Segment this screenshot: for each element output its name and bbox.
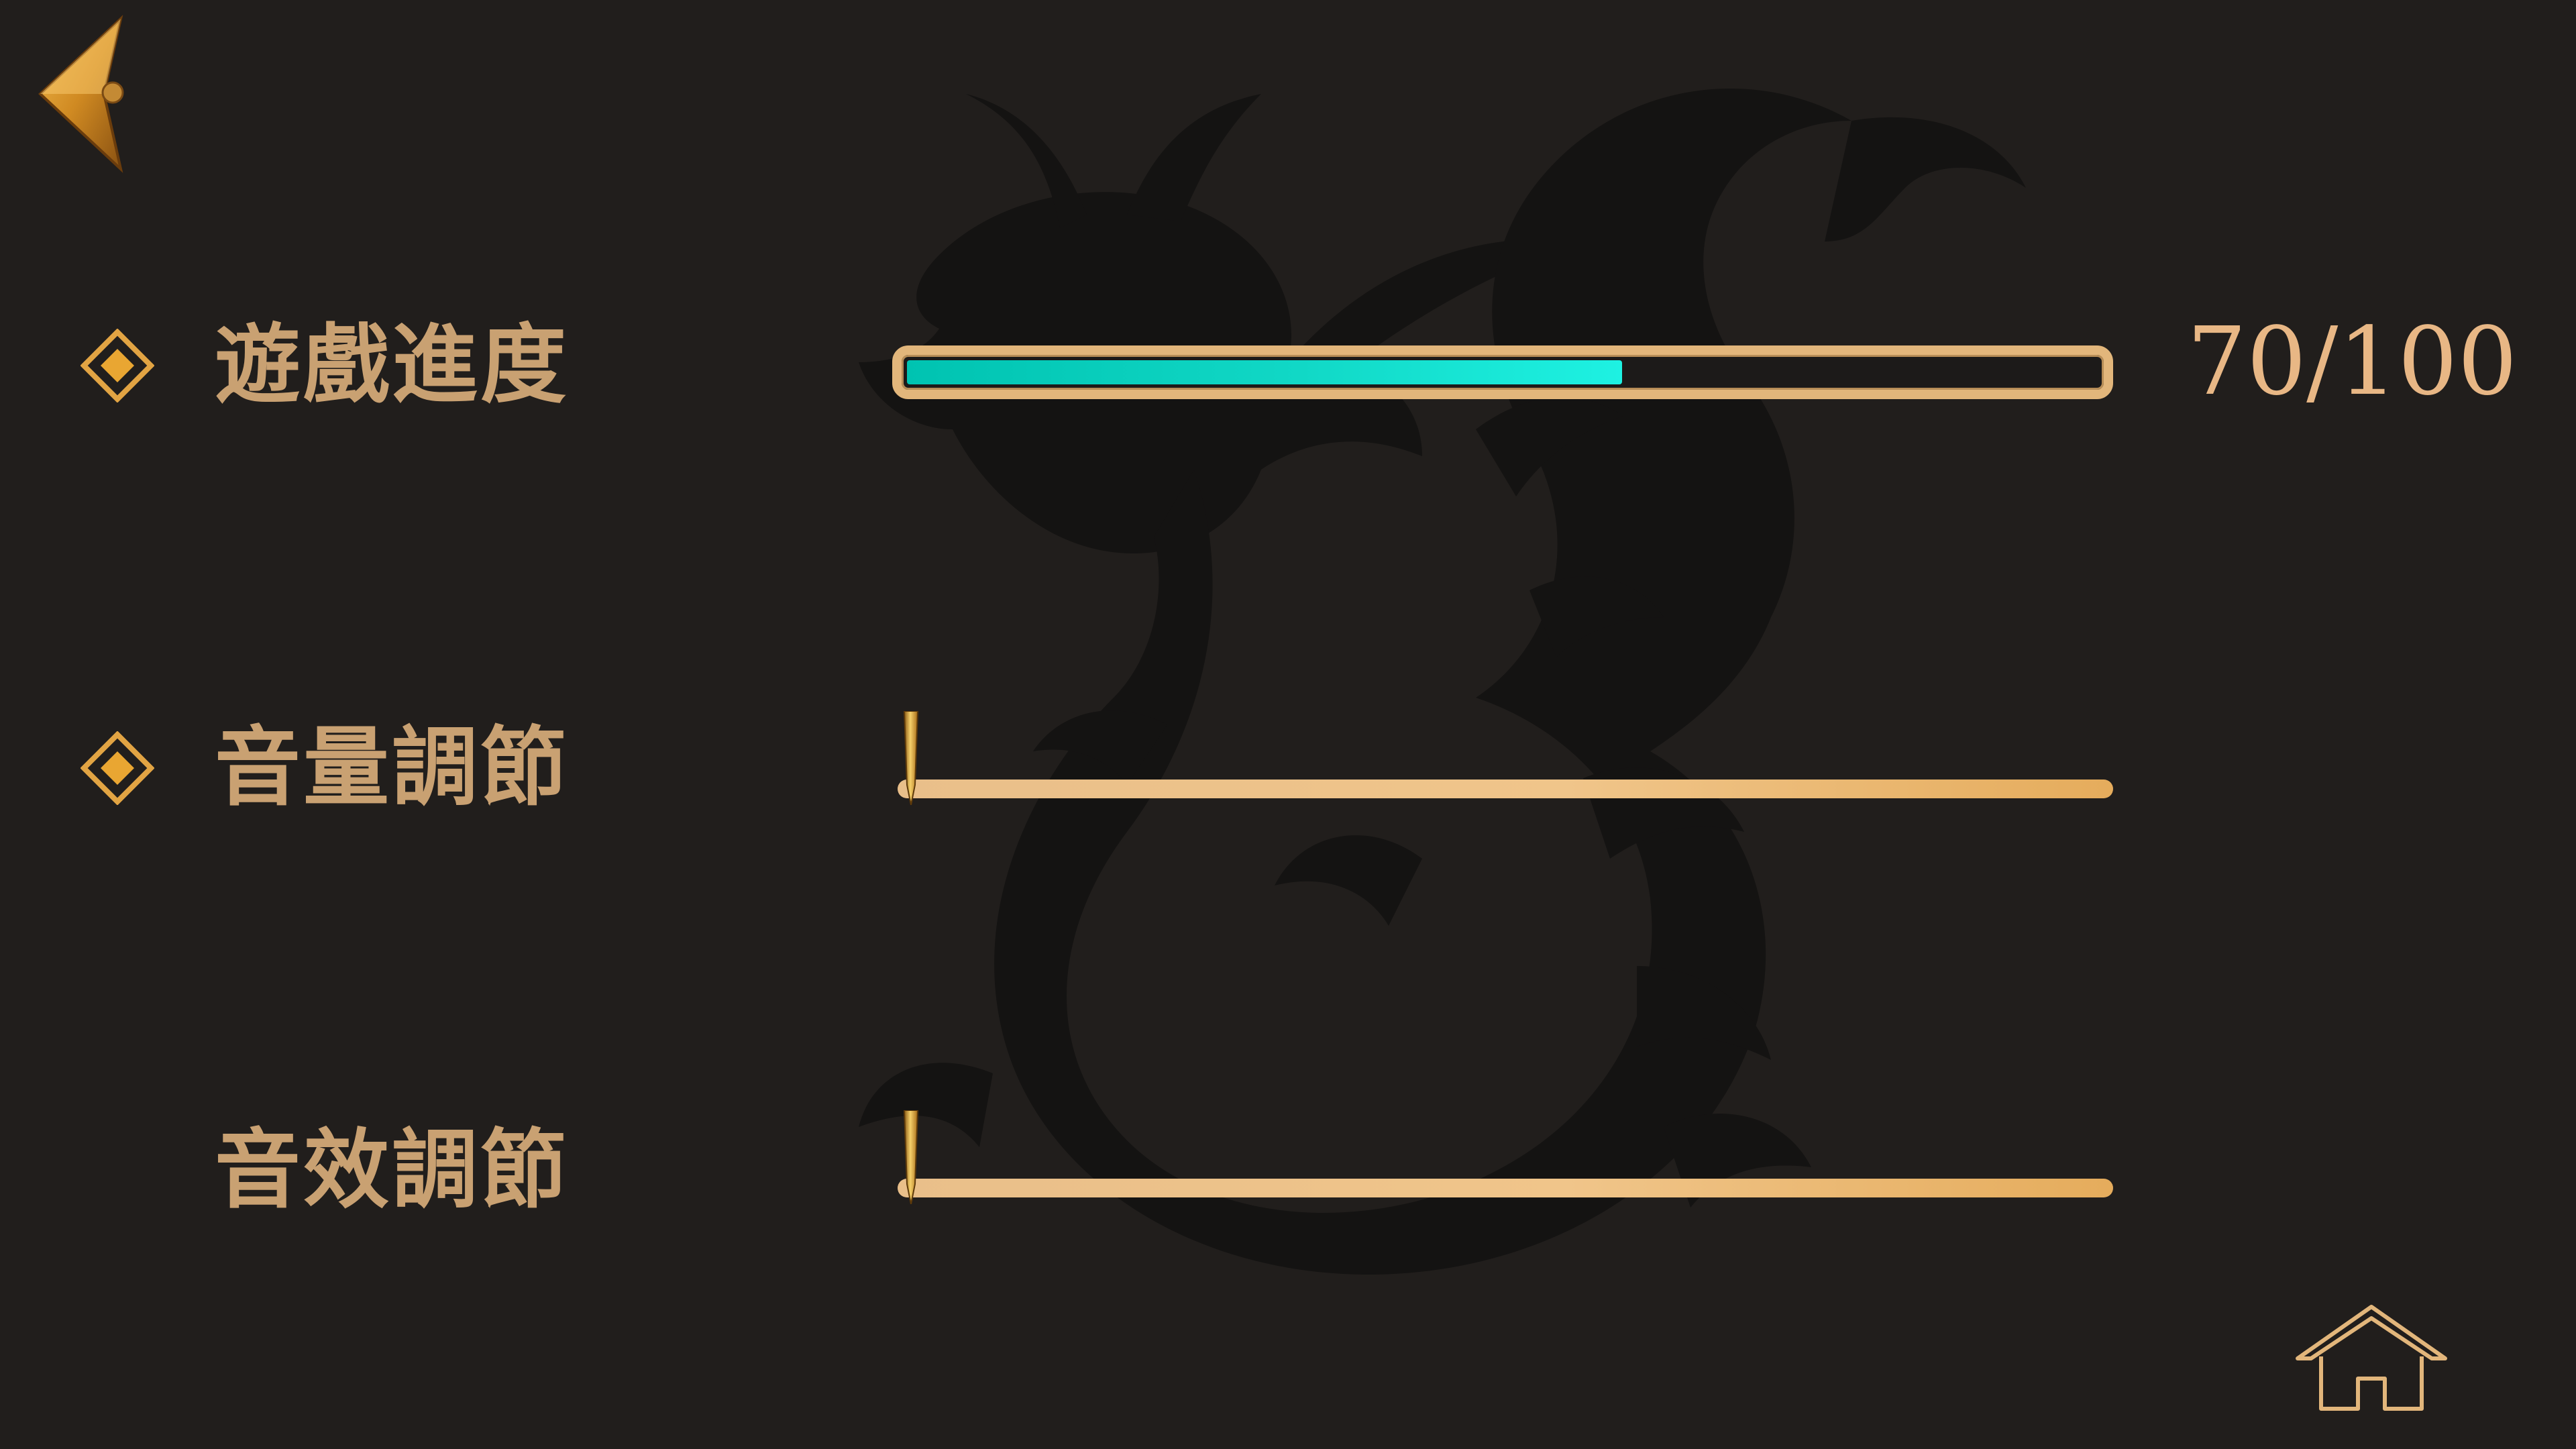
volume-slider-handle[interactable] xyxy=(898,711,924,805)
chevron-left-icon xyxy=(38,15,124,173)
home-button[interactable] xyxy=(2291,1301,2452,1415)
sound-effects-slider[interactable] xyxy=(892,1110,2113,1204)
sound-effects-label: 音效調節 xyxy=(215,1120,570,1220)
diamond-icon xyxy=(80,731,154,805)
sound-effects-slider-track[interactable] xyxy=(898,1179,2113,1197)
progress-label: 遊戲進度 xyxy=(215,315,570,415)
progress-fill xyxy=(907,360,1622,384)
home-icon xyxy=(2296,1305,2447,1411)
sound-effects-slider-handle[interactable] xyxy=(898,1110,924,1204)
progress-bar xyxy=(892,345,2113,399)
volume-slider[interactable] xyxy=(892,711,2113,805)
back-button[interactable] xyxy=(27,13,141,174)
volume-label: 音量調節 xyxy=(215,717,570,818)
volume-slider-track[interactable] xyxy=(898,780,2113,798)
diamond-icon xyxy=(80,329,154,402)
progress-value: 70/100 xyxy=(2187,307,2518,417)
